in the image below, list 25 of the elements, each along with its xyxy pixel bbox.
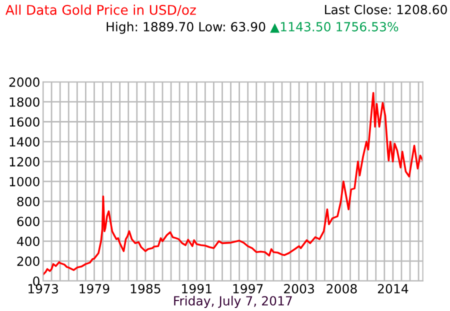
x-axis-title: Friday, July 7, 2017 bbox=[174, 296, 292, 308]
y-tick-label: 1000 bbox=[10, 176, 40, 186]
y-tick-label: 1600 bbox=[10, 117, 40, 127]
x-tick-label: 1979 bbox=[80, 284, 110, 294]
x-tick-label: 2003 bbox=[284, 284, 314, 294]
chart-subtitle: High: 1889.70 Low: 63.90 bbox=[106, 22, 266, 34]
y-tick-label: 1200 bbox=[10, 157, 40, 166]
y-tick-label: 600 bbox=[17, 216, 40, 226]
y-tick-label: 1400 bbox=[10, 137, 40, 147]
chart-title: All Data Gold Price in USD/oz bbox=[6, 4, 196, 16]
x-tick-label: 2014 bbox=[378, 284, 408, 294]
text: Last Close: 1208.60 bbox=[325, 4, 447, 14]
text: ▲1143.50 1756.53% bbox=[270, 22, 398, 33]
y-tick-label: 200 bbox=[17, 256, 40, 266]
x-tick-label: 1997 bbox=[233, 284, 263, 294]
line-series bbox=[43, 92, 423, 276]
x-tick-label: 2008 bbox=[326, 284, 357, 294]
y-tick-label: 0 bbox=[33, 276, 40, 286]
y-tick-label: 400 bbox=[16, 236, 40, 246]
x-tick-label: 1991 bbox=[182, 284, 212, 294]
y-tick-label: 800 bbox=[17, 196, 40, 206]
x-tick-label: 1985 bbox=[130, 284, 160, 294]
y-tick-label: 1800 bbox=[10, 97, 40, 107]
x-tick-label: 1973 bbox=[28, 284, 58, 294]
y-tick-label: 2000 bbox=[9, 77, 40, 87]
